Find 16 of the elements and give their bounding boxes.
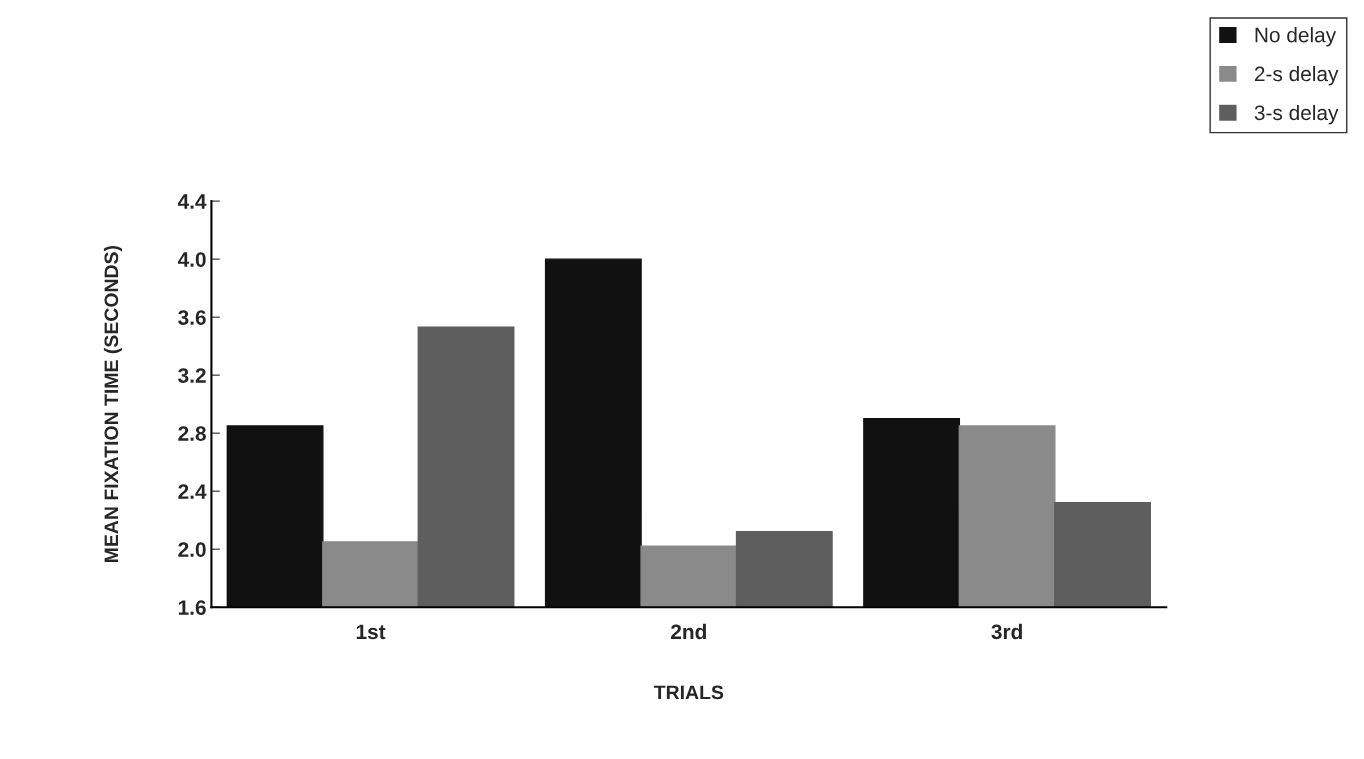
x-tick-label: 1st <box>356 624 386 640</box>
y-tick-label: 2.8 <box>178 426 206 441</box>
legend-label: 3-s delay <box>1254 104 1339 125</box>
y-tick-label: 2.0 <box>178 542 206 557</box>
legend-label: No delay <box>1255 27 1337 47</box>
y-tick-label: 4.0 <box>177 252 206 267</box>
y-tick-label: 2.4 <box>178 484 207 499</box>
x-tick-label: 3rd <box>991 623 1022 640</box>
legend-label: 2-s delay <box>1254 65 1339 86</box>
x-axis-title: TRIALS <box>653 685 724 700</box>
y-tick-label: 1.6 <box>178 600 206 615</box>
y-axis-title: MEAN FIXATION TIME (SECONDS) <box>103 245 123 563</box>
y-tick-label: 3.6 <box>178 310 206 325</box>
x-tick-label: 2nd <box>671 623 706 640</box>
y-tick-label: 4.4 <box>177 194 207 209</box>
y-tick-label: 3.2 <box>178 368 206 383</box>
